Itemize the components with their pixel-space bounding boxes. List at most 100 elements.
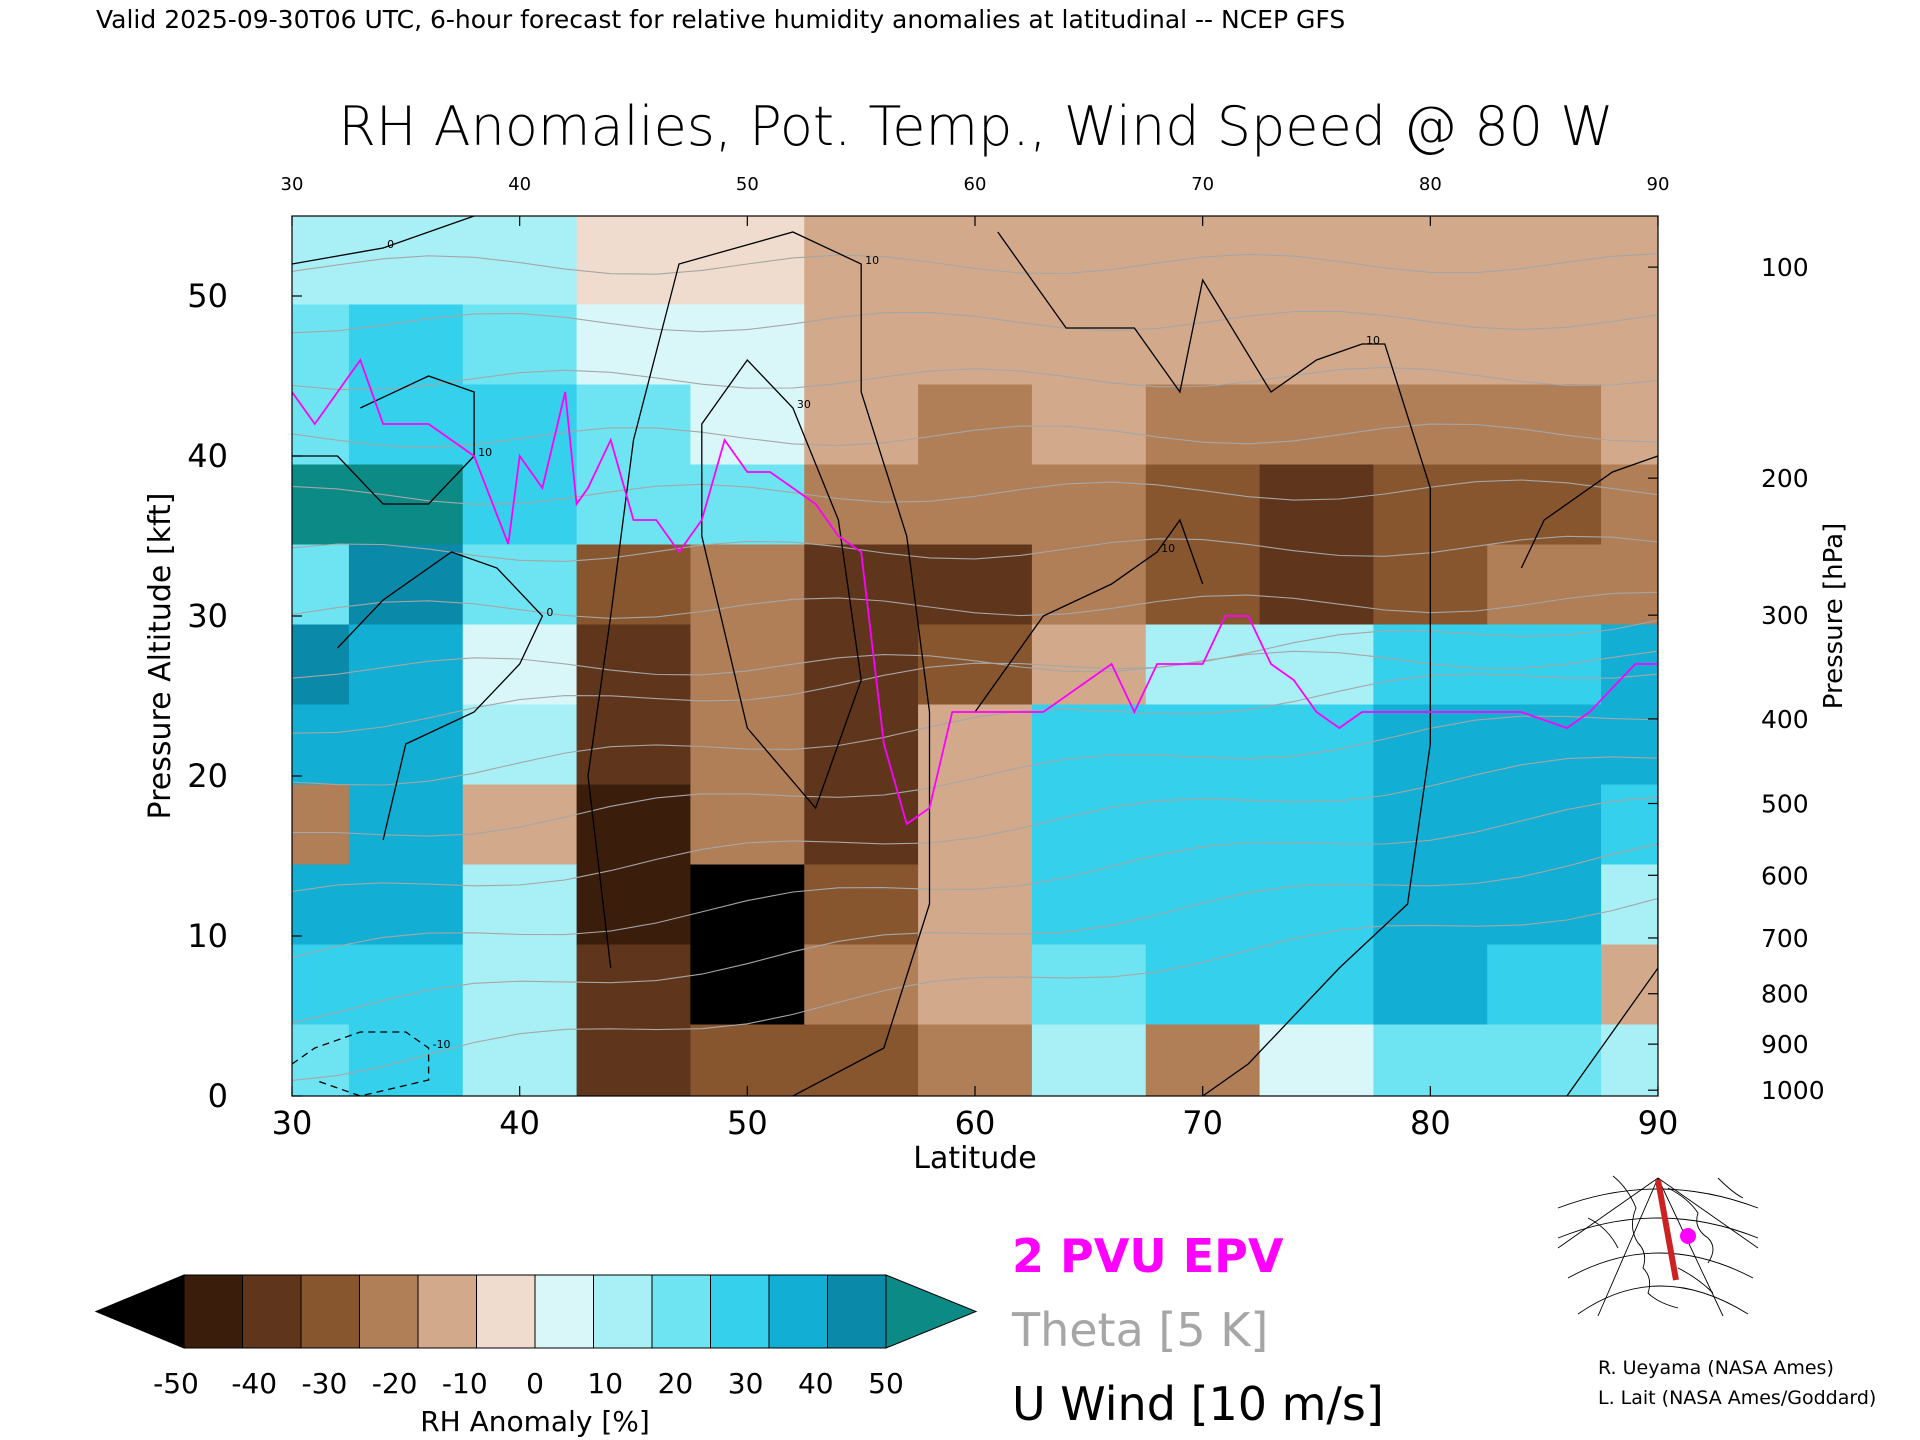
- heat-cell: [1259, 1024, 1374, 1096]
- x-tick-label: 30: [272, 1104, 313, 1142]
- heat-cell: [1601, 216, 1658, 225]
- colorbar-tick-label: -50: [153, 1367, 199, 1400]
- heat-cell: [576, 304, 691, 385]
- colorbar-tick-label: 50: [868, 1367, 904, 1400]
- colorbar-bin: [476, 1274, 536, 1349]
- heat-cell: [804, 384, 919, 465]
- heat-cell: [1145, 1024, 1261, 1096]
- heat-cell: [804, 704, 919, 785]
- x-top-tick-label: 90: [1647, 174, 1670, 195]
- heat-cell: [1145, 224, 1261, 305]
- legend-pv: 2 PVU EPV: [1012, 1229, 1284, 1283]
- u-wind-contour-label: -10: [433, 1038, 451, 1051]
- heat-cell: [1601, 224, 1658, 305]
- heat-cell: [576, 864, 691, 945]
- inset-graticule-4: [1577, 1285, 1749, 1315]
- colorbar-bin: [710, 1274, 770, 1349]
- heat-cell: [690, 544, 805, 625]
- pressure-tick-label: 100: [1761, 253, 1809, 282]
- x-tick-label: 60: [955, 1104, 996, 1142]
- x-top-tick-label: 50: [736, 174, 759, 195]
- heat-cell: [918, 944, 1033, 1025]
- inset-meridian-1: [1597, 1177, 1659, 1317]
- theta-contour-290: [292, 843, 1658, 1024]
- heat-cell: [348, 304, 464, 385]
- pressure-tick-label: 300: [1761, 601, 1809, 630]
- heat-cell: [462, 224, 578, 305]
- heat-cell: [1601, 784, 1658, 865]
- valid-line: Valid 2025-09-30T06 UTC, 6-hour forecast…: [96, 5, 1345, 34]
- heat-cell: [1259, 624, 1374, 705]
- rh-anomaly-heatmap: [292, 216, 1658, 1096]
- legend: 2 PVU EPV Theta [5 K] U Wind [10 m/s]: [1011, 1229, 1384, 1431]
- heat-cell: [1259, 464, 1374, 545]
- heat-cell: [292, 304, 350, 385]
- u-wind-contour-7: [337, 551, 544, 841]
- heat-cell: [690, 304, 805, 385]
- heat-cell: [1145, 704, 1261, 785]
- pressure-tick-label: 1000: [1761, 1076, 1825, 1105]
- heat-cell: [690, 944, 805, 1025]
- colorbar-tick-label: 40: [798, 1367, 834, 1400]
- heat-cell: [1145, 464, 1261, 545]
- inset-graticule-3: [1567, 1252, 1754, 1279]
- y-tick-label: 40: [187, 437, 228, 475]
- u-wind-contours: 10 30 10 10 10 0 10 0 -10: [292, 216, 1676, 1096]
- heat-cell: [1145, 864, 1261, 945]
- u-wind-contour-6: [292, 375, 475, 505]
- heat-cell: [1259, 544, 1374, 625]
- heat-cell: [1601, 384, 1658, 465]
- heat-cell: [690, 624, 805, 705]
- y-axis-label-right: Pressure [hPa]: [1819, 523, 1849, 710]
- heat-cell: [462, 784, 578, 865]
- heat-cell: [292, 704, 350, 785]
- pv-2pvu-line: [292, 358, 1658, 826]
- credit-line-2: L. Lait (NASA Ames/Goddard): [1598, 1387, 1876, 1409]
- y-tick-label: 0: [208, 1077, 228, 1115]
- heat-cell: [1487, 624, 1602, 705]
- heat-cell: [1601, 864, 1658, 945]
- heat-cell: [1601, 464, 1658, 545]
- x-top-tick-label: 30: [281, 174, 304, 195]
- u-wind-contour-2: [997, 231, 1431, 1096]
- heat-cell: [292, 624, 350, 705]
- theta-contour-390: [292, 423, 1658, 448]
- heat-cell: [1601, 544, 1658, 625]
- heat-cell: [1487, 944, 1602, 1025]
- heat-cell: [292, 384, 350, 465]
- inset-map: [1557, 1168, 1759, 1317]
- inset-coast-north-america: [1587, 1175, 1744, 1309]
- heat-cell: [804, 464, 919, 545]
- inset-cross-section-line: [1655, 1179, 1679, 1281]
- colorbar-bin: [827, 1274, 887, 1349]
- heat-cell: [1259, 944, 1374, 1025]
- x-tick-label: 70: [1182, 1104, 1223, 1142]
- heat-cell: [1373, 224, 1488, 305]
- pressure-tick-label: 400: [1761, 705, 1809, 734]
- heat-cell: [348, 224, 464, 305]
- heat-cell: [1259, 216, 1374, 225]
- u-wind-contour-label: 10: [1161, 542, 1175, 555]
- colorbar-tick-label: 30: [728, 1367, 764, 1400]
- heat-cell: [1031, 784, 1147, 865]
- theta-contour-400: [292, 366, 1658, 391]
- heat-cell: [576, 216, 691, 225]
- heat-cell: [348, 784, 464, 865]
- u-wind-contour-8: [292, 1031, 430, 1096]
- theta-contour-310: [292, 756, 1658, 893]
- u-wind-contour-0: [587, 231, 931, 1096]
- heat-cell: [1031, 544, 1147, 625]
- heat-cell: [1487, 864, 1602, 945]
- pressure-tick-label: 700: [1761, 924, 1809, 953]
- inset-graticule-2: [1557, 1217, 1759, 1239]
- colorbar-tick-label: 10: [587, 1367, 623, 1400]
- heat-cell: [690, 864, 805, 945]
- u-wind-contour-label: 10: [1662, 446, 1676, 459]
- heat-cell: [1031, 944, 1147, 1025]
- heat-cell: [292, 1024, 350, 1096]
- heat-cell: [1145, 304, 1261, 385]
- heat-cell: [576, 464, 691, 545]
- heat-cell: [1601, 944, 1658, 1025]
- heat-cell: [1259, 864, 1374, 945]
- heat-cell: [1601, 704, 1658, 785]
